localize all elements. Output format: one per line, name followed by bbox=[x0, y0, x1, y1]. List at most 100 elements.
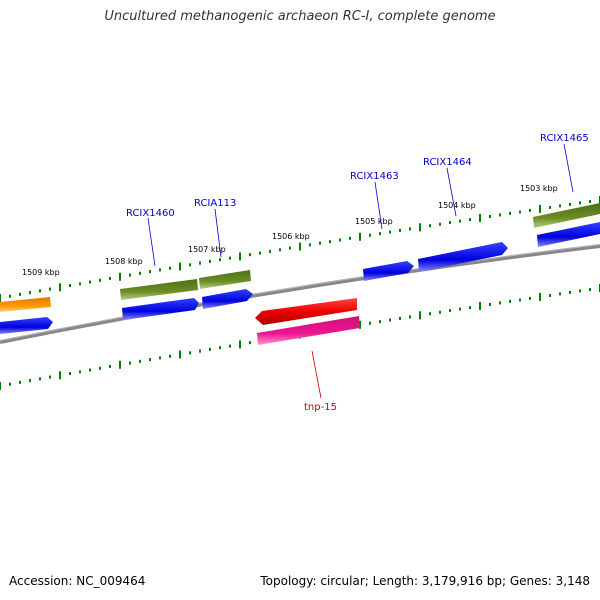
outer-ring-major-tick bbox=[539, 204, 541, 213]
inner-ring-minor-tick bbox=[229, 344, 231, 348]
outer-ring-major-tick bbox=[239, 252, 241, 261]
outer-ring-minor-tick bbox=[319, 241, 321, 245]
inner-ring-major-tick bbox=[539, 292, 541, 301]
kbp-label-1506: 1506 kbp bbox=[272, 232, 310, 241]
inner-ring-minor-tick bbox=[9, 382, 11, 386]
feature-blue-rcix1460[interactable] bbox=[122, 298, 199, 320]
gene-label-rcix1465[interactable]: RCIX1465 bbox=[540, 133, 589, 144]
outer-ring-major-tick bbox=[359, 232, 361, 241]
leader-tnp-15 bbox=[311, 350, 322, 399]
inner-ring-minor-tick bbox=[509, 299, 511, 303]
outer-ring-minor-tick bbox=[489, 215, 491, 218]
gene-label-rcix1460[interactable]: RCIX1460 bbox=[126, 208, 175, 219]
kbp-label-1507: 1507 kbp bbox=[188, 245, 226, 254]
feature-blue-rcix1463[interactable] bbox=[363, 261, 414, 281]
inner-ring-minor-tick bbox=[109, 365, 111, 368]
inner-ring-minor-tick bbox=[249, 341, 251, 345]
outer-ring-minor-tick bbox=[229, 256, 231, 260]
inner-ring-minor-tick bbox=[399, 316, 401, 320]
outer-ring-minor-tick bbox=[9, 294, 11, 298]
inner-ring-major-tick bbox=[239, 340, 241, 349]
outer-ring-major-tick bbox=[419, 223, 421, 232]
inner-ring-minor-tick bbox=[379, 320, 381, 324]
inner-ring-major-tick bbox=[0, 382, 1, 390]
feature-blue-1[interactable] bbox=[0, 317, 53, 334]
inner-ring-minor-tick bbox=[169, 354, 171, 358]
inner-ring-minor-tick bbox=[99, 366, 101, 370]
inner-ring-minor-tick bbox=[579, 289, 581, 293]
gene-label-rcix1463[interactable]: RCIX1463 bbox=[350, 171, 399, 182]
feature-blue-rcia113[interactable] bbox=[202, 289, 253, 309]
outer-ring-minor-tick bbox=[509, 211, 511, 215]
genome-backbone bbox=[0, 244, 600, 344]
outer-ring-minor-tick bbox=[269, 249, 271, 253]
inner-ring-minor-tick bbox=[439, 310, 441, 314]
outer-ring-minor-tick bbox=[369, 233, 371, 237]
inner-ring-minor-tick bbox=[199, 349, 201, 353]
outer-ring-minor-tick bbox=[499, 213, 501, 217]
inner-ring-major-tick bbox=[479, 302, 481, 310]
outer-ring-minor-tick bbox=[289, 246, 291, 250]
outer-ring-minor-tick bbox=[469, 218, 471, 221]
feature-olive-rcix1460[interactable] bbox=[120, 279, 198, 300]
inner-ring-minor-tick bbox=[209, 347, 211, 351]
feature-orange[interactable] bbox=[0, 297, 51, 312]
inner-ring-minor-tick bbox=[549, 293, 551, 297]
outer-ring-major-tick bbox=[179, 262, 181, 271]
outer-ring-minor-tick bbox=[439, 222, 441, 226]
feature-olive-rcix1465[interactable] bbox=[533, 203, 600, 228]
feature-red-tnp-15[interactable] bbox=[255, 298, 357, 325]
outer-ring-minor-tick bbox=[209, 259, 211, 263]
inner-ring-minor-tick bbox=[389, 318, 391, 322]
inner-ring-major-tick bbox=[119, 360, 121, 369]
outer-ring-minor-tick bbox=[29, 291, 31, 295]
outer-ring-minor-tick bbox=[519, 210, 521, 214]
kbp-label-1503: 1503 kbp bbox=[520, 184, 558, 193]
outer-ring-minor-tick bbox=[249, 253, 251, 257]
leader-rcix1464 bbox=[446, 167, 457, 217]
feature-blue-rcix1465[interactable] bbox=[537, 222, 600, 247]
inner-ring-minor-tick bbox=[129, 361, 131, 365]
outer-ring-minor-tick bbox=[409, 227, 411, 231]
inner-ring-minor-tick bbox=[29, 379, 31, 383]
outer-ring-minor-tick bbox=[39, 289, 41, 293]
outer-ring-minor-tick bbox=[349, 236, 351, 240]
kbp-label-1509: 1509 kbp bbox=[22, 268, 60, 277]
genome-backbone-highlight bbox=[0, 244, 600, 341]
outer-ring-minor-tick bbox=[329, 240, 331, 244]
outer-ring-minor-tick bbox=[309, 243, 311, 247]
outer-tick-ring bbox=[0, 196, 600, 302]
inner-ring-minor-tick bbox=[459, 307, 461, 311]
inner-ring-major-tick bbox=[359, 320, 361, 329]
inner-ring-minor-tick bbox=[79, 370, 81, 374]
inner-ring-minor-tick bbox=[159, 356, 161, 360]
inner-ring-minor-tick bbox=[369, 321, 371, 325]
inner-ring-minor-tick bbox=[499, 301, 501, 305]
inner-tick-ring bbox=[0, 284, 600, 390]
gene-label-tnp-15[interactable]: tnp-15 bbox=[304, 402, 337, 413]
outer-ring-minor-tick bbox=[169, 266, 171, 270]
outer-ring-minor-tick bbox=[379, 232, 381, 236]
outer-ring-minor-tick bbox=[19, 292, 21, 296]
outer-ring-minor-tick bbox=[189, 263, 191, 267]
outer-ring-minor-tick bbox=[129, 273, 131, 277]
feature-pink-tnp-15[interactable] bbox=[257, 316, 360, 345]
inner-ring-minor-tick bbox=[529, 296, 531, 300]
feature-blue-rcix1464[interactable] bbox=[418, 242, 508, 272]
outer-ring-major-tick bbox=[59, 283, 61, 292]
outer-ring-minor-tick bbox=[109, 277, 111, 280]
inner-ring-major-tick bbox=[59, 371, 61, 380]
gene-label-rcia113[interactable]: RCIA113 bbox=[194, 198, 236, 209]
inner-ring-minor-tick bbox=[69, 372, 71, 375]
outer-ring-minor-tick bbox=[69, 284, 71, 287]
outer-ring-major-tick bbox=[299, 242, 301, 251]
gene-label-rcix1464[interactable]: RCIX1464 bbox=[423, 157, 472, 168]
outer-ring-minor-tick bbox=[559, 204, 561, 208]
outer-ring-minor-tick bbox=[89, 280, 91, 284]
feature-olive-rcia113[interactable] bbox=[199, 270, 251, 289]
outer-ring-minor-tick bbox=[279, 248, 281, 252]
map-title: Uncultured methanogenic archaeon RC-I, c… bbox=[104, 9, 496, 24]
outer-ring-minor-tick bbox=[99, 278, 101, 282]
outer-ring-minor-tick bbox=[199, 261, 201, 265]
